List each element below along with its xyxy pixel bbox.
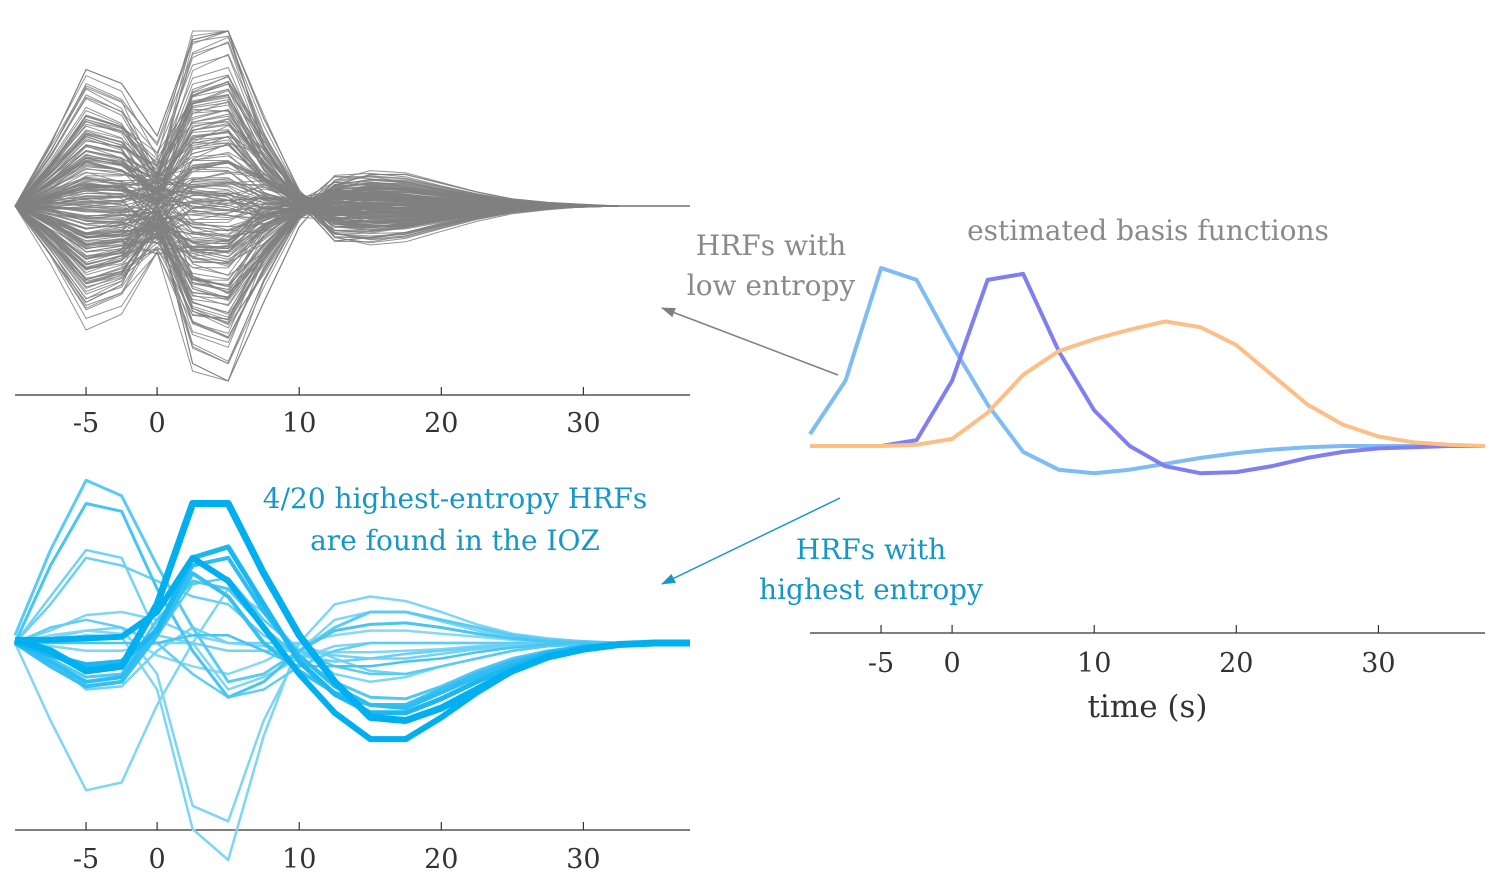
ioz-note-line2: are found in the IOZ	[310, 524, 600, 557]
high-entropy-hrf-trace	[13, 478, 690, 684]
basis-functions-tick-label: 0	[944, 648, 961, 679]
basis-functions-tick-label: 30	[1361, 648, 1395, 679]
high-entropy-hrfs-tick-label: 30	[566, 844, 600, 875]
basis-functions-tick-label: 10	[1077, 648, 1111, 679]
high-entropy-hrf-panel: -5 0 10 20 30	[13, 478, 690, 875]
high-entropy-hrf-trace	[15, 634, 690, 668]
high-entropy-arrow	[661, 497, 841, 585]
basis-functions-panel: -5 0 10 20 30 time (s)	[808, 266, 1486, 725]
high-entropy-hrf-trace	[15, 554, 690, 743]
low-entropy-label-line2: low entropy	[687, 269, 856, 302]
low-entropy-arrow	[661, 307, 839, 376]
basis-function-2	[810, 271, 1485, 476]
low-entropy-hrfs-tick-label: -5	[73, 408, 99, 439]
low-entropy-hrfs-tick-label: 10	[282, 408, 316, 439]
high-entropy-label-line2: highest entropy	[759, 573, 983, 606]
high-entropy-hrfs-tick-label: 20	[424, 844, 458, 875]
basis-functions-x-label: time (s)	[1087, 689, 1207, 725]
basis-function-3	[810, 319, 1486, 448]
low-entropy-hrfs-tick-label: 0	[149, 408, 166, 439]
high-entropy-hrfs-tick-label: 10	[282, 844, 316, 875]
low-entropy-label-line1: HRFs with	[696, 229, 846, 262]
low-entropy-hrfs-tick-label: 20	[424, 408, 458, 439]
basis-functions-title: estimated basis functions	[967, 214, 1329, 247]
ioz-note-line1: 4/20 highest-entropy HRFs	[263, 482, 647, 515]
gray-hrf-trace	[14, 187, 690, 295]
high-entropy-hrfs-tick-label: -5	[73, 844, 99, 875]
basis-functions-tick-label: -5	[868, 648, 894, 679]
gray-hrf-trace	[14, 173, 690, 382]
low-entropy-hrfs-tick-label: 30	[566, 408, 600, 439]
basis-functions-tick-label: 20	[1219, 648, 1253, 679]
basis-function-1	[808, 266, 1485, 476]
high-entropy-hrfs-tick-label: 0	[149, 844, 166, 875]
high-entropy-label-line1: HRFs with	[796, 533, 946, 566]
low-entropy-hrf-panel: -5 0 10 20 30	[14, 30, 690, 439]
